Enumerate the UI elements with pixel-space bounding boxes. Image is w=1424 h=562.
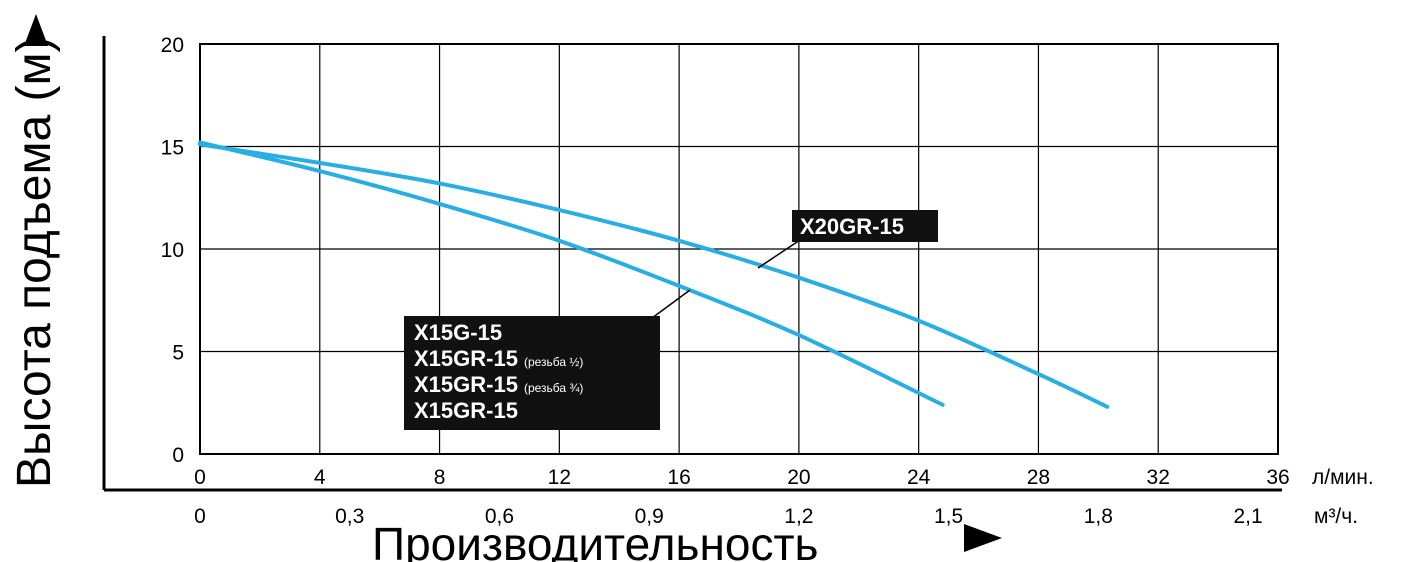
x-axis-arrow-icon — [964, 524, 1002, 552]
x-tick-label-secondary: 1,5 — [934, 505, 963, 528]
x-tick-label-secondary: 1,8 — [1084, 505, 1113, 528]
x-unit-secondary: м³/ч. — [1314, 505, 1358, 528]
series-label-line: X20GR-15 — [800, 214, 904, 239]
y-tick-label: 15 — [161, 137, 184, 160]
y-axis-title: Высота подъема (м) — [8, 37, 61, 488]
x-unit-primary: л/мин. — [1312, 466, 1374, 489]
x-tick-label-primary: 12 — [548, 466, 571, 489]
x-tick-label-primary: 8 — [434, 466, 446, 489]
y-axis-arrow-icon — [24, 14, 48, 46]
series-label-1: X20GR-15 — [792, 210, 938, 242]
y-tick-label: 0 — [172, 444, 184, 467]
x-tick-label-primary: 4 — [314, 466, 326, 489]
x-tick-label-primary: 0 — [194, 466, 206, 489]
y-tick-label: 10 — [161, 239, 184, 262]
x-tick-label-primary: 24 — [907, 466, 931, 489]
leader-line-2 — [651, 289, 691, 319]
series-label-box — [792, 210, 938, 242]
series-layer — [198, 140, 1110, 409]
series-line-2 — [198, 140, 945, 407]
x-tick-label-primary: 16 — [667, 466, 690, 489]
x-tick-label-secondary: 1,2 — [784, 505, 813, 528]
x-tick-label-secondary: 0 — [194, 505, 206, 528]
y-tick-label: 5 — [172, 342, 184, 365]
series-label-line: X15GR-15 (резьба ¾) — [414, 372, 583, 397]
x-tick-label-secondary: 0,3 — [335, 505, 364, 528]
x-tick-label-primary: 32 — [1147, 466, 1170, 489]
x-tick-label-primary: 36 — [1266, 466, 1289, 489]
tick-labels: 0 5 10 15 20 0 4 8 12 16 20 24 28 32 36 0 0,3 0,6 0,9 1,2 1,… — [161, 34, 1290, 528]
x-tick-label-primary: 28 — [1027, 466, 1050, 489]
y-tick-label: 20 — [161, 34, 184, 57]
chart-axes — [102, 36, 1282, 492]
leader-line-1 — [757, 239, 801, 269]
x-axis-title: Производительность — [372, 518, 818, 562]
x-tick-label-secondary: 0,9 — [635, 505, 664, 528]
x-tick-label-secondary: 2,1 — [1233, 505, 1262, 528]
series-label-line: X15GR-15 (резьба ½) — [414, 346, 583, 371]
series-label-line: X15GR-15 — [414, 398, 518, 423]
plot-frame — [199, 43, 1279, 455]
x-tick-label-secondary: 0,6 — [485, 505, 514, 528]
grid — [199, 43, 1279, 455]
series-label-line: X15G-15 — [414, 320, 502, 345]
series-label-box — [404, 316, 660, 430]
x-tick-label-primary: 20 — [787, 466, 810, 489]
series-line-1 — [198, 142, 1110, 409]
